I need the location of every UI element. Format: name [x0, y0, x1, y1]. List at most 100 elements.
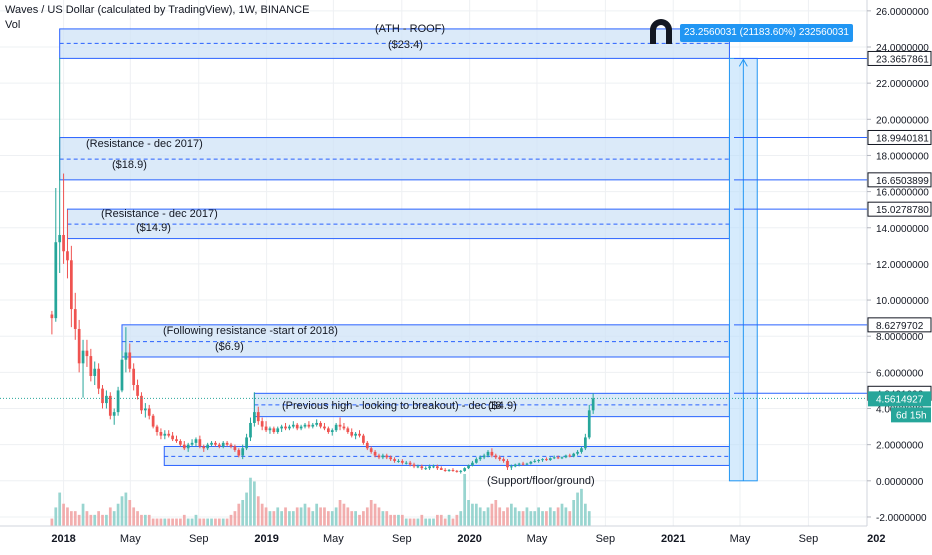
volume-bar	[564, 507, 568, 526]
volume-bar	[245, 492, 248, 526]
volume-bar	[120, 496, 124, 526]
candle-body	[73, 309, 77, 329]
volume-bar	[474, 503, 478, 526]
time-tick-label: 2019	[254, 533, 278, 545]
candle-body	[221, 442, 225, 447]
candle-body	[354, 433, 357, 436]
price-tick-label: 10.0000000	[876, 296, 929, 307]
zone-box-1	[59, 137, 730, 181]
candle-body	[62, 234, 65, 252]
time-axis-bg	[0, 526, 932, 550]
volume-bar	[502, 511, 505, 526]
volume-bar	[478, 507, 482, 526]
candle-body	[576, 451, 579, 454]
candle-body	[77, 328, 81, 364]
time-tick-label: May	[527, 533, 548, 545]
candle-body	[260, 421, 264, 427]
candle-body	[369, 448, 373, 452]
candle-body	[397, 460, 400, 462]
volume-bar	[159, 518, 163, 526]
candle-body	[525, 463, 529, 465]
candle-body	[346, 428, 350, 433]
candle-body	[190, 442, 194, 445]
volume-bar	[147, 514, 151, 526]
candle-body	[171, 435, 174, 440]
price-tick-label: 16.0000000	[876, 188, 929, 199]
zone-label-res-3: (Following resistance -start of 2018)	[163, 325, 338, 337]
candle-body	[400, 460, 404, 463]
candle-body	[560, 457, 564, 459]
volume-bar	[362, 511, 365, 526]
volume-bar	[89, 514, 93, 526]
candle-body	[163, 433, 167, 436]
volume-bar	[155, 518, 159, 526]
candle-body	[591, 398, 595, 411]
volume-bar	[420, 514, 424, 526]
time-tick-label: May	[730, 533, 751, 545]
volume-bar	[358, 514, 361, 526]
volume-bar	[319, 507, 322, 526]
volume-bar	[463, 474, 467, 526]
volume-bar	[521, 511, 525, 526]
price-axis-bg	[867, 0, 932, 550]
candle-body	[268, 428, 272, 431]
candle-body	[412, 464, 416, 467]
volume-bar	[315, 503, 319, 526]
candle-body	[537, 460, 540, 462]
candle-body	[198, 439, 202, 447]
price-tick-label: 0.0000000	[876, 477, 924, 488]
candle-body	[365, 442, 369, 449]
candle-body	[229, 444, 233, 447]
volume-bar	[377, 507, 381, 526]
volume-bar	[167, 518, 171, 526]
candle-body	[482, 455, 486, 458]
candle-body	[97, 368, 100, 389]
countdown-label: 6d 15h	[896, 410, 927, 421]
volume-bar	[249, 477, 252, 526]
volume-bar	[299, 507, 303, 526]
volume-bar	[552, 511, 556, 526]
candle-body	[151, 415, 155, 427]
volume-bar	[451, 518, 455, 526]
volume-bar	[202, 518, 206, 526]
candle-body	[377, 455, 381, 458]
candle-body	[159, 432, 163, 436]
candle-body	[506, 460, 509, 468]
candle-body	[541, 459, 544, 461]
zone-label-res-2: (Resistance - dec 2017)	[101, 208, 218, 220]
volume-bar	[436, 514, 439, 526]
candle-body	[311, 424, 315, 427]
volume-bar	[58, 492, 62, 526]
price-level-box	[867, 201, 932, 217]
volume-bar	[334, 507, 338, 526]
volume-bar	[545, 511, 548, 526]
zone-label-ath: (ATH - ROOF)	[375, 23, 445, 35]
volume-bar	[93, 514, 97, 526]
volume-label: Vol	[5, 19, 21, 31]
candle-body	[587, 410, 591, 438]
volume-bar	[256, 496, 260, 526]
volume-bar	[175, 518, 178, 526]
candle-body	[202, 446, 206, 449]
volume-bar	[525, 507, 529, 526]
candle-body	[334, 424, 338, 431]
candle-body	[552, 457, 556, 459]
candle-body	[330, 430, 334, 433]
volume-bar	[408, 518, 412, 526]
candle-body	[101, 388, 104, 404]
candle-body	[280, 426, 283, 429]
candle-body	[494, 455, 498, 458]
volume-bar	[583, 503, 587, 526]
volume-bar	[217, 518, 221, 526]
candle-body	[136, 385, 139, 396]
volume-bar	[311, 511, 315, 526]
price-tick-label: 2.0000000	[876, 441, 924, 452]
volume-bar	[447, 514, 451, 526]
time-tick-label: Sep	[392, 533, 412, 545]
volume-bar	[303, 503, 307, 526]
volume-bar	[587, 511, 591, 526]
volume-bar	[276, 507, 280, 526]
